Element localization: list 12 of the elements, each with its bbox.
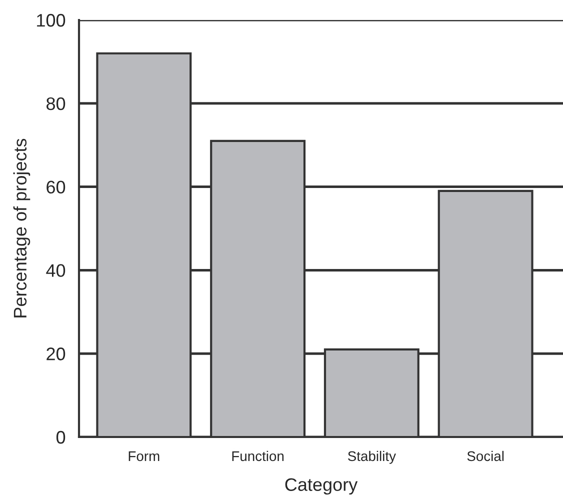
y-tick-label: 100 bbox=[37, 14, 66, 27]
x-tick-label: Stability bbox=[348, 450, 396, 464]
y-tick-label: 60 bbox=[46, 180, 66, 194]
y-tick-label: 40 bbox=[46, 264, 66, 277]
y-tick-label: 0 bbox=[56, 430, 66, 444]
x-axis-title: Category bbox=[285, 478, 358, 495]
x-tick-label: Social bbox=[467, 450, 504, 462]
x-tick-label: Function bbox=[232, 450, 284, 462]
x-tick-label: Form bbox=[128, 451, 160, 462]
y-axis-title: Percentage of projects bbox=[13, 138, 30, 318]
y-tick-label: 20 bbox=[46, 348, 66, 360]
y-tick-label: 80 bbox=[46, 97, 66, 110]
